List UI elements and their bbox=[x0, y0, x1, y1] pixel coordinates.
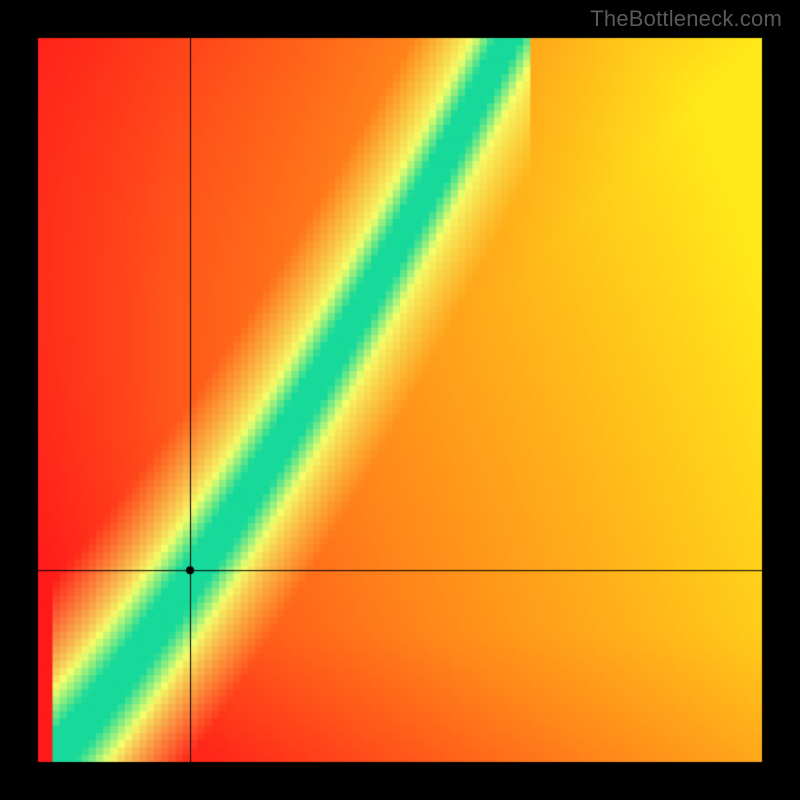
bottleneck-heatmap bbox=[0, 0, 800, 800]
watermark-text: TheBottleneck.com bbox=[590, 6, 782, 32]
chart-container: TheBottleneck.com bbox=[0, 0, 800, 800]
